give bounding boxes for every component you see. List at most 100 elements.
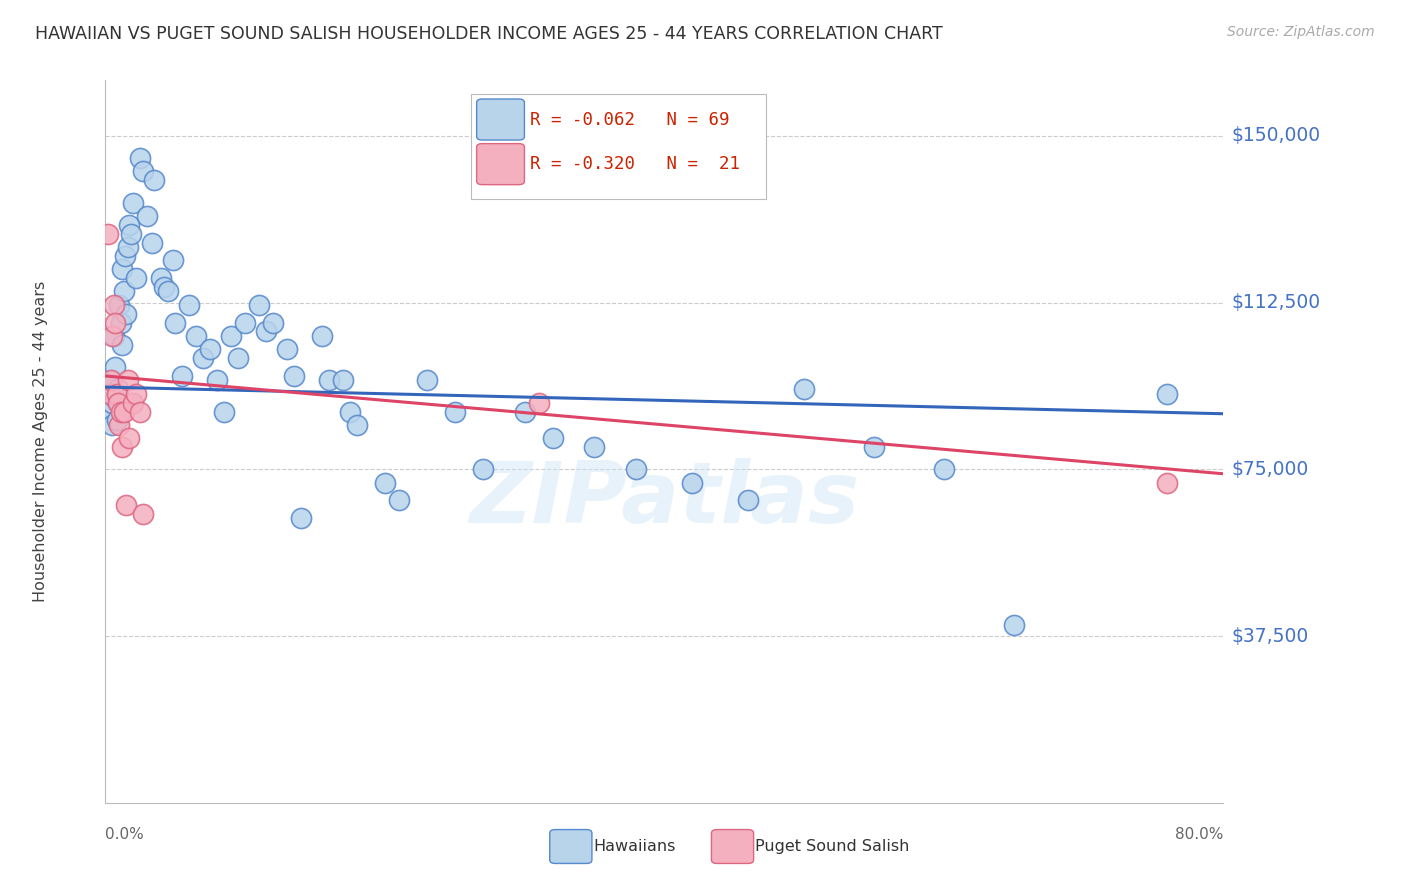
Point (118, 431, 141, 445)
Point (111, 338, 134, 352)
Point (346, 417, 368, 432)
Point (101, 417, 124, 432)
Point (107, 382, 129, 396)
Point (97, 227, 120, 241)
Point (200, 343, 222, 357)
Point (541, 431, 564, 445)
Point (100, 373, 122, 387)
Point (471, 462, 494, 476)
Point (110, 404, 132, 418)
Text: Source: ZipAtlas.com: Source: ZipAtlas.com (1227, 25, 1375, 39)
Point (115, 498, 138, 512)
Point (162, 253, 184, 268)
Point (111, 440, 134, 454)
Text: 0.0%: 0.0% (105, 827, 145, 841)
Point (165, 316, 187, 330)
Text: Hawaiians: Hawaiians (593, 839, 676, 854)
Point (179, 298, 201, 312)
Point (311, 329, 333, 343)
Point (339, 404, 361, 418)
Point (98, 386, 121, 401)
Point (105, 386, 128, 401)
Point (118, 218, 141, 232)
Point (233, 316, 256, 330)
Point (443, 404, 465, 418)
Text: $150,000: $150,000 (1232, 127, 1320, 145)
Point (117, 373, 139, 387)
Text: ZIPatlas: ZIPatlas (470, 458, 859, 541)
Point (254, 325, 277, 339)
Point (112, 285, 135, 299)
Point (172, 368, 194, 383)
Point (332, 373, 354, 387)
Text: R = -0.062   N = 69: R = -0.062 N = 69 (530, 111, 730, 128)
Point (122, 195, 145, 210)
Point (290, 511, 312, 525)
Point (125, 271, 148, 285)
Point (932, 462, 955, 476)
Point (108, 417, 131, 432)
Point (132, 507, 155, 521)
Point (863, 440, 886, 454)
Point (737, 493, 759, 508)
Point (107, 395, 129, 409)
Point (108, 298, 131, 312)
Text: Puget Sound Salish: Puget Sound Salish (755, 839, 910, 854)
Point (101, 395, 124, 409)
Point (101, 329, 124, 343)
Point (186, 329, 208, 343)
Text: $37,500: $37,500 (1232, 626, 1309, 646)
Text: HAWAIIAN VS PUGET SOUND SALISH HOUSEHOLDER INCOME AGES 25 - 44 YEARS CORRELATION: HAWAIIAN VS PUGET SOUND SALISH HOUSEHOLD… (35, 25, 943, 43)
Text: $112,500: $112,500 (1232, 293, 1320, 312)
Point (111, 262, 134, 277)
Point (129, 404, 152, 418)
Point (136, 209, 159, 223)
Point (583, 440, 606, 454)
Point (513, 404, 536, 418)
Point (681, 475, 703, 490)
Point (527, 395, 550, 409)
Point (283, 368, 305, 383)
Text: R = -0.320   N =  21: R = -0.320 N = 21 (530, 155, 740, 173)
Point (98, 382, 121, 396)
Point (100, 373, 122, 387)
Point (98, 404, 121, 418)
Point (1156, 386, 1178, 401)
Point (110, 316, 132, 330)
Point (193, 351, 215, 366)
Text: 80.0%: 80.0% (1175, 827, 1223, 841)
Point (1156, 475, 1178, 490)
Point (207, 373, 229, 387)
Point (122, 395, 145, 409)
Point (226, 351, 249, 366)
Point (104, 316, 127, 330)
Point (374, 475, 396, 490)
Point (103, 298, 125, 312)
Point (153, 280, 176, 294)
Point (104, 391, 127, 405)
Text: $75,000: $75,000 (1232, 460, 1309, 479)
Point (219, 329, 242, 343)
Point (388, 493, 411, 508)
Point (114, 249, 136, 263)
Point (157, 285, 180, 299)
Point (115, 307, 138, 321)
Point (105, 413, 128, 427)
Point (120, 227, 142, 241)
Point (1002, 618, 1025, 632)
Point (125, 386, 148, 401)
Point (247, 298, 270, 312)
Point (143, 173, 166, 187)
Point (141, 235, 163, 250)
Point (150, 271, 173, 285)
Point (129, 151, 152, 165)
Text: Householder Income Ages 25 - 44 years: Householder Income Ages 25 - 44 years (34, 281, 48, 602)
Point (117, 240, 139, 254)
Point (416, 373, 439, 387)
Point (132, 164, 155, 178)
Point (626, 462, 648, 476)
Point (793, 382, 815, 396)
Point (103, 329, 125, 343)
Point (112, 404, 135, 418)
Point (318, 373, 340, 387)
